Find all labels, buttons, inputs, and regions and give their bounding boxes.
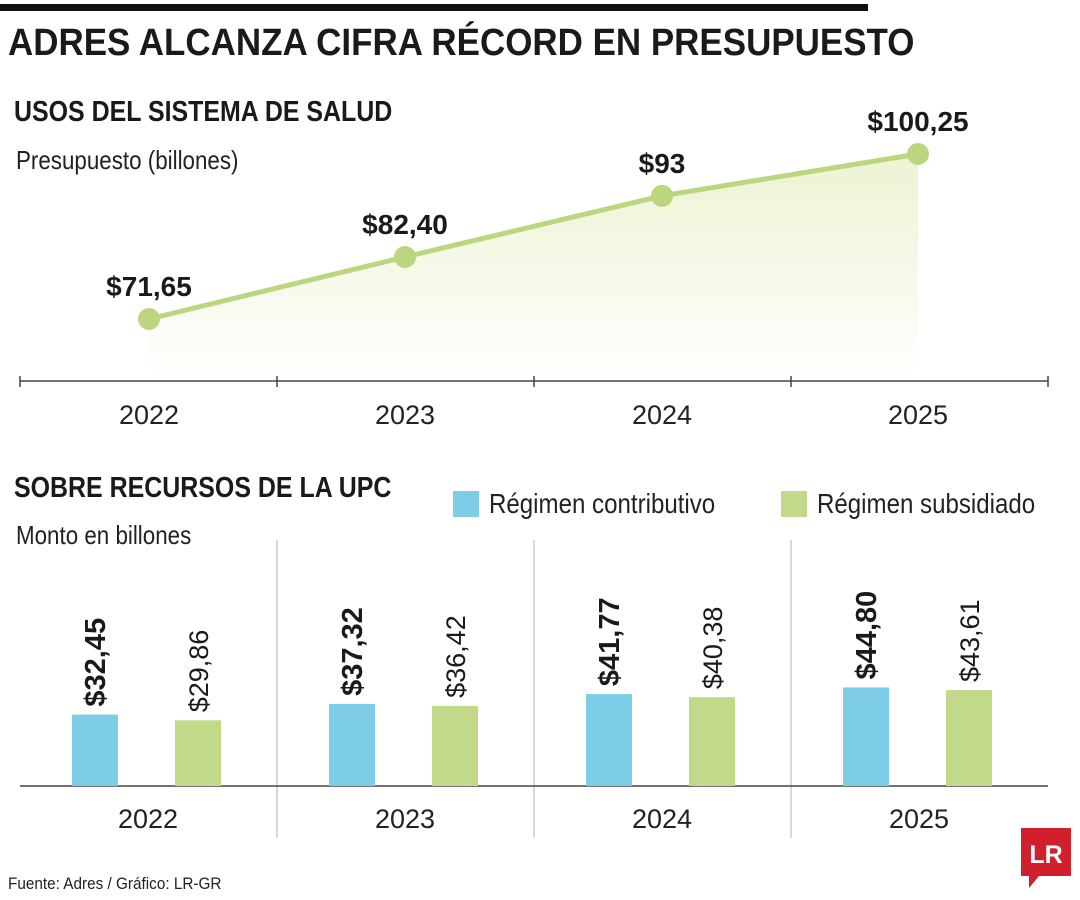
legend-label-contributivo: Régimen contributivo [489,488,716,519]
lr-logo-text: LR [1029,841,1062,869]
bar-contributivo [329,703,375,786]
line-x-tick-label: 2023 [375,400,435,430]
bar-x-tick-label: 2023 [375,804,435,834]
bar-chart-subtitle: Monto en billones [16,520,192,550]
bar-label-contributivo: $44,80 [851,591,883,680]
main-title: ADRES ALCANZA CIFRA RÉCORD EN PRESUPUEST… [8,22,915,64]
legend-item-subsidiado: Régimen subsidiado [781,488,1071,520]
legend-swatch-subsidiado [781,491,807,517]
bar-contributivo [843,687,889,786]
budget-point [138,308,160,330]
top-rule [0,4,868,11]
line-chart-title: USOS DEL SISTEMA DE SALUD [14,96,393,128]
bar-label-subsidiado: $29,86 [184,630,214,713]
budget-data-label: $100,25 [867,106,968,137]
legend-swatch-contributivo [453,491,479,517]
bar-label-subsidiado: $36,42 [441,615,471,698]
line-chart: $71,65 2022 $82,40 2023 $93 2024 $100,25 2025 [19,106,1049,430]
lr-logo: LR [1021,828,1071,888]
budget-line [148,151,919,322]
line-chart-subtitle: Presupuesto (billones) [16,145,239,175]
budget-data-label: $93 [639,148,686,179]
bar-label-contributivo: $41,77 [594,597,626,686]
bar-contributivo [586,694,632,786]
bar-subsidiado [689,697,735,786]
bar-chart-title: SOBRE RECURSOS DE LA UPC [14,472,392,504]
bar-subsidiado [175,720,221,786]
legend-item-contributivo: Régimen contributivo [453,488,752,520]
bar-label-contributivo: $32,45 [80,618,112,707]
line-x-tick-label: 2022 [119,400,179,430]
bar-label-subsidiado: $40,38 [698,607,728,690]
bar-chart: $32,45 $37,32 $41,77 $44,80 $29,86 $36,42 $40,… [20,540,1048,838]
legend-label-subsidiado: Régimen subsidiado [817,488,1036,519]
bar-subsidiado [946,690,992,786]
budget-point [907,143,929,165]
bar-x-tick-label: 2022 [118,804,178,834]
bar-label-subsidiado: $43,61 [955,599,985,682]
budget-data-label: $82,40 [362,209,448,240]
line-area-fill [149,154,918,381]
bar-x-tick-label: 2025 [889,804,949,834]
bar-subsidiado [432,705,478,786]
bar-label-contributivo: $37,32 [337,607,369,696]
line-x-tick-label: 2025 [888,400,948,430]
line-x-tick-label: 2024 [632,400,692,430]
bar-contributivo [72,714,118,786]
budget-data-label: $71,65 [106,271,192,302]
budget-point [394,245,416,268]
budget-point [651,184,673,207]
source-note: Fuente: Adres / Gráfico: LR-GR [8,874,222,893]
bar-x-tick-label: 2024 [632,804,692,834]
